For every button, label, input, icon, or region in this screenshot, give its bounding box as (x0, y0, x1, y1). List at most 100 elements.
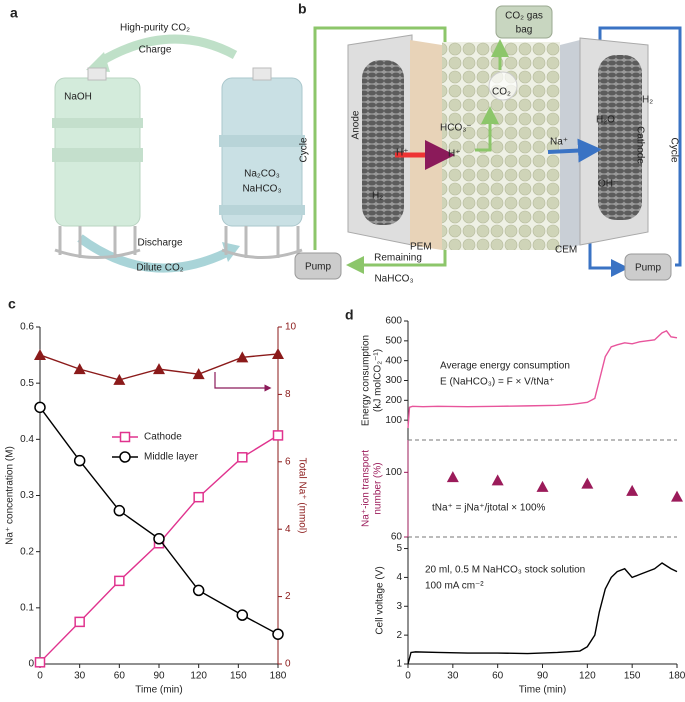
marker (114, 575, 125, 587)
flow-label: Remaining (374, 253, 422, 264)
marker (236, 351, 249, 363)
arrowhead (86, 52, 110, 72)
cem (560, 40, 580, 250)
reaction-arrow (475, 106, 499, 152)
annotation: Average energy consumption (440, 361, 570, 372)
marker (193, 491, 204, 503)
pem (410, 40, 442, 250)
annotation: 20 ml, 0.5 M NaHCO₃ stock solution (425, 565, 585, 576)
pump-label: Pump (635, 263, 662, 274)
membrane-label: CEM (555, 245, 577, 256)
marker (113, 373, 126, 385)
y2-tick-label: 2 (285, 591, 291, 602)
species: H₂ (372, 191, 383, 202)
y-tick-label: 0.5 (20, 378, 34, 389)
y-tick-label: 60 (391, 532, 403, 543)
y2-tick-label: 10 (285, 322, 297, 333)
y-tick-label: 0.4 (20, 434, 34, 445)
discharge-arrow (77, 234, 230, 273)
y2-tick-label: 4 (285, 524, 291, 535)
marker (237, 452, 248, 463)
annotation: E (NaHCO₃) = F × V/tNa⁺ (440, 377, 554, 388)
y-tick-label: 0.3 (20, 490, 34, 501)
x-tick-label: 180 (270, 671, 287, 682)
legend-label: Cathode (144, 432, 182, 443)
y-axis-label: (kJ molCO₂⁻¹) (373, 349, 384, 412)
marker (581, 477, 594, 489)
x-tick-label: 90 (537, 671, 549, 682)
cycle-line (313, 26, 454, 250)
tank-label: Na₂CO₃ (244, 169, 280, 180)
marker (491, 474, 504, 486)
species: H₂ (642, 95, 653, 106)
marker (536, 480, 549, 492)
arrow-label: Discharge (137, 238, 182, 249)
x-axis-label: Time (min) (519, 685, 566, 696)
pump (624, 253, 672, 281)
y2-axis-label: Total Na⁺ (mmol) (296, 458, 307, 534)
x-tick-label: 0 (405, 671, 411, 682)
species: HCO₃⁻ (440, 123, 472, 134)
marker (272, 628, 284, 640)
sodium-arrow (547, 138, 602, 163)
y2-tick-label: 6 (285, 456, 291, 467)
x-tick-label: 180 (669, 671, 685, 682)
marker (272, 347, 284, 359)
gas-bag-label: bag (516, 25, 533, 36)
arrow-label: Dilute CO₂ (136, 263, 183, 274)
marker (153, 363, 165, 375)
y-tick-label: 2 (396, 630, 402, 641)
y-tick-label: 200 (385, 395, 402, 406)
y-tick-label: 600 (385, 316, 402, 327)
y2-tick-label: 0 (285, 659, 291, 670)
x-tick-label: 60 (114, 671, 126, 682)
y-tick-label: 3 (396, 601, 402, 612)
panel-label: c (8, 296, 16, 312)
marker (113, 504, 126, 517)
tank-stand (221, 226, 303, 259)
y-axis-label: Energy consumption (361, 335, 372, 426)
panel-label: d (345, 307, 354, 323)
y-axis-label: number (%) (373, 462, 384, 514)
marker (192, 584, 205, 597)
y-tick-label: 400 (385, 355, 402, 366)
x-axis-label: Time (min) (135, 685, 182, 696)
cycle-line (588, 240, 629, 277)
species: OH⁻ (598, 179, 618, 190)
marker (34, 657, 46, 668)
panel-a: a High-purity CO₂ Charge NaOH Na₂CO₃ NaH… (10, 5, 305, 274)
y-tick-label: 0.2 (20, 546, 34, 557)
anode-electrode (362, 60, 404, 225)
y-tick-label: 500 (385, 335, 402, 346)
flow-label: NaHCO₃ (374, 274, 413, 285)
tank-label: NaHCO₃ (242, 184, 281, 195)
panel-b: b CO₂ gas bag Cycle Cycle Anode Cathode … (294, 1, 682, 285)
marker (192, 368, 205, 380)
x-tick-label: 90 (153, 671, 165, 682)
legend-marker (119, 431, 131, 443)
marker (236, 609, 249, 621)
tank-label: NaOH (64, 92, 92, 103)
gas-bag-label: CO₂ gas (505, 11, 543, 22)
marker (74, 616, 85, 628)
marker (626, 484, 639, 496)
y-tick-label: 4 (396, 572, 402, 583)
cycle-label: Cycle (668, 137, 679, 162)
marker (34, 401, 46, 414)
marker (73, 454, 86, 467)
marker (671, 490, 683, 502)
marker (73, 363, 86, 375)
y-tick-label: 300 (385, 375, 402, 386)
marker (153, 532, 165, 545)
marker (446, 471, 459, 483)
legend-label: Middle layer (144, 452, 199, 463)
cycle-label: Cycle (299, 137, 310, 162)
gas-bag (495, 5, 553, 39)
x-tick-label: 30 (74, 671, 86, 682)
y-tick-label: 0 (28, 659, 34, 670)
tank-band (219, 135, 305, 147)
tank-stand (54, 226, 141, 259)
annotation: 100 mA cm⁻² (425, 581, 484, 592)
electrode-label: Cathode (634, 126, 645, 164)
